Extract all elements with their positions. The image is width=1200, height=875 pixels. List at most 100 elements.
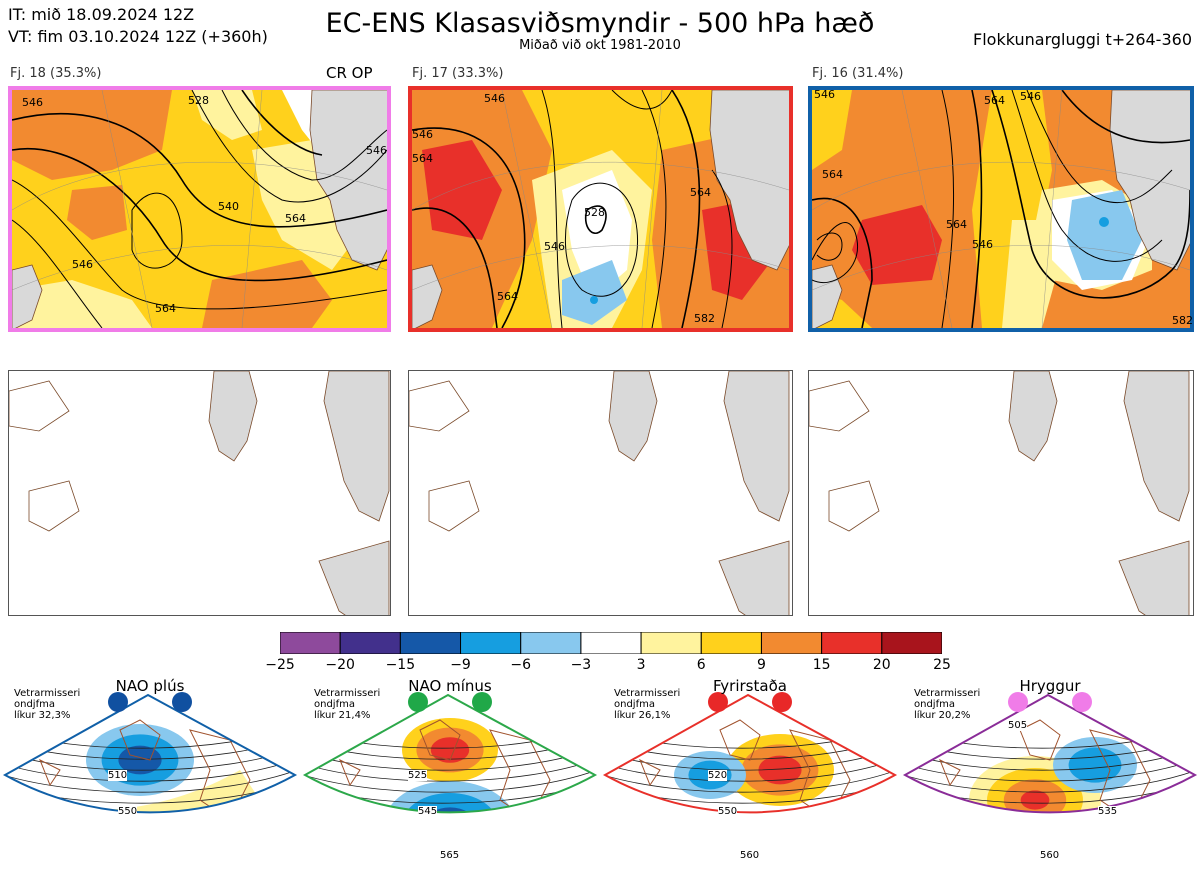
height-contour: [900, 824, 1200, 847]
contour-label: 582: [1172, 314, 1193, 327]
anomaly-area: [758, 755, 802, 785]
contour-label: 582: [694, 312, 715, 325]
colorbar-tick-label: 9: [756, 657, 766, 673]
colorbar-swatch: [821, 631, 883, 655]
colorbar-swatch: [700, 631, 762, 655]
regime-map: [900, 692, 1200, 847]
regime-contour-label: 525: [408, 770, 428, 781]
height-contour: [0, 846, 300, 869]
cluster-3-map: [808, 86, 1194, 332]
regime-info-line: Vetrarmisseri: [614, 688, 681, 699]
contour-label: 564: [497, 290, 518, 303]
regime-title: Hryggur: [1019, 677, 1081, 695]
classification-window: Flokkunargluggi t+264-360: [973, 30, 1192, 49]
regime-contour-label: 560: [1040, 850, 1060, 861]
contour-label: 546: [484, 92, 505, 105]
page-title: EC-ENS Klasasviðsmyndir - 500 hPa hæð: [325, 8, 875, 39]
contour-label: 528: [188, 94, 209, 107]
regime-map: [600, 692, 900, 847]
regime-contour-label: 550: [718, 806, 738, 817]
colorbar-tick-label: −3: [570, 657, 592, 673]
cluster-2-label: Fj. 17 (33.3%): [412, 66, 504, 81]
cluster-2-map: [408, 86, 793, 332]
height-contour: [0, 813, 300, 836]
cluster-2-anomaly-field: [412, 90, 789, 328]
colorbar-tick-label: −20: [325, 657, 355, 673]
regime-info: Vetrarmisseri ondjfma líkur 32,3%: [14, 688, 80, 721]
colorbar-tick-label: −15: [385, 657, 416, 673]
regime-contour-label: 545: [418, 806, 438, 817]
colorbar-swatch: [580, 631, 642, 655]
regime-title: NAO plús: [115, 677, 185, 695]
regime-info-line: Vetrarmisseri: [314, 688, 381, 699]
regime-title: NAO mínus: [408, 677, 492, 695]
colorbar-tick-label: −9: [450, 657, 471, 673]
anomaly-area: [30, 770, 260, 813]
colorbar-tick-label: 25: [933, 657, 951, 673]
height-contour: [605, 768, 895, 793]
cluster-1-map: [8, 86, 391, 332]
regime-info-line: ondjfma: [14, 699, 55, 710]
height-contour: [300, 813, 600, 836]
cluster-3-label: Fj. 16 (31.4%): [812, 66, 904, 81]
colorbar-swatch: [760, 631, 823, 655]
contour-label: 564: [155, 302, 176, 315]
regime-info: Vetrarmisseri ondjfma líkur 20,2%: [914, 688, 980, 721]
colorbar-tick-label: 3: [636, 657, 646, 673]
regime-info-line: líkur 26,1%: [614, 710, 671, 721]
height-contour: [600, 824, 900, 847]
regime-marker: [408, 692, 428, 712]
regime-marker: [108, 692, 128, 712]
colorbar-tick-label: −6: [510, 657, 532, 673]
contour-label: 564: [822, 168, 843, 181]
contour-label: 564: [984, 94, 1005, 107]
regime-info-line: Vetrarmisseri: [914, 688, 981, 699]
regime-contour-label: 560: [740, 850, 760, 861]
regime-frame: [902, 693, 1198, 814]
colorbar-swatch: [339, 631, 401, 655]
colorbar-tick-label: 20: [872, 657, 891, 673]
regime-title: Fyrirstaða: [713, 677, 787, 695]
contour-label: 546: [814, 88, 835, 101]
height-contour: [0, 835, 300, 858]
contour-label: 546: [366, 144, 387, 157]
page-subtitle: Miðað við okt 1981-2010: [519, 38, 681, 53]
regime-contour-label: 505: [1008, 720, 1028, 731]
height-contour: [600, 813, 900, 836]
regime-panel: [600, 690, 900, 871]
height-contour: [905, 757, 1195, 782]
regime-info-line: líkur 20,2%: [914, 710, 971, 721]
anomaly-area: [1020, 790, 1050, 810]
valid-time: VT: fim 03.10.2024 12Z (+360h): [8, 27, 268, 46]
colorbar-tick-label: 6: [696, 657, 706, 673]
colorbar-swatch: [460, 631, 522, 655]
regime-panel: [0, 690, 300, 871]
contour-label: 564: [412, 152, 433, 165]
header-info: IT: mið 18.09.2024 12Z VT: fim 03.10.202…: [8, 4, 268, 48]
regime-marker: [708, 692, 728, 712]
anomaly-area: [430, 737, 470, 763]
contour-label: 546: [544, 240, 565, 253]
height-contour: [305, 768, 595, 793]
regime-contour-label: 510: [108, 770, 128, 781]
regime-contour-label: 565: [440, 850, 460, 861]
regime-marker: [172, 692, 192, 712]
regime-info: Vetrarmisseri ondjfma líkur 21,4%: [314, 688, 380, 721]
regime-info-line: líkur 21,4%: [314, 710, 371, 721]
colorbar-swatches: [279, 631, 943, 655]
height-contour: [605, 757, 895, 782]
colorbar-tick-label: 15: [812, 657, 831, 673]
regime-frame: [602, 693, 898, 814]
height-contour: [305, 757, 595, 782]
colorbar-swatch: [279, 631, 341, 655]
cluster-2-difference-map: [408, 370, 793, 616]
regime-info-line: ondjfma: [914, 699, 955, 710]
regime-info: Vetrarmisseri ondjfma líkur 26,1%: [614, 688, 680, 721]
height-contour: [5, 768, 295, 793]
regime-contour-label: 535: [1098, 806, 1118, 817]
colorbar: [279, 631, 943, 655]
cluster-3-difference-map: [808, 370, 1194, 616]
cluster-1-anomaly-field: [12, 90, 387, 328]
regime-marker: [1008, 692, 1028, 712]
regime-frame: [302, 693, 598, 814]
